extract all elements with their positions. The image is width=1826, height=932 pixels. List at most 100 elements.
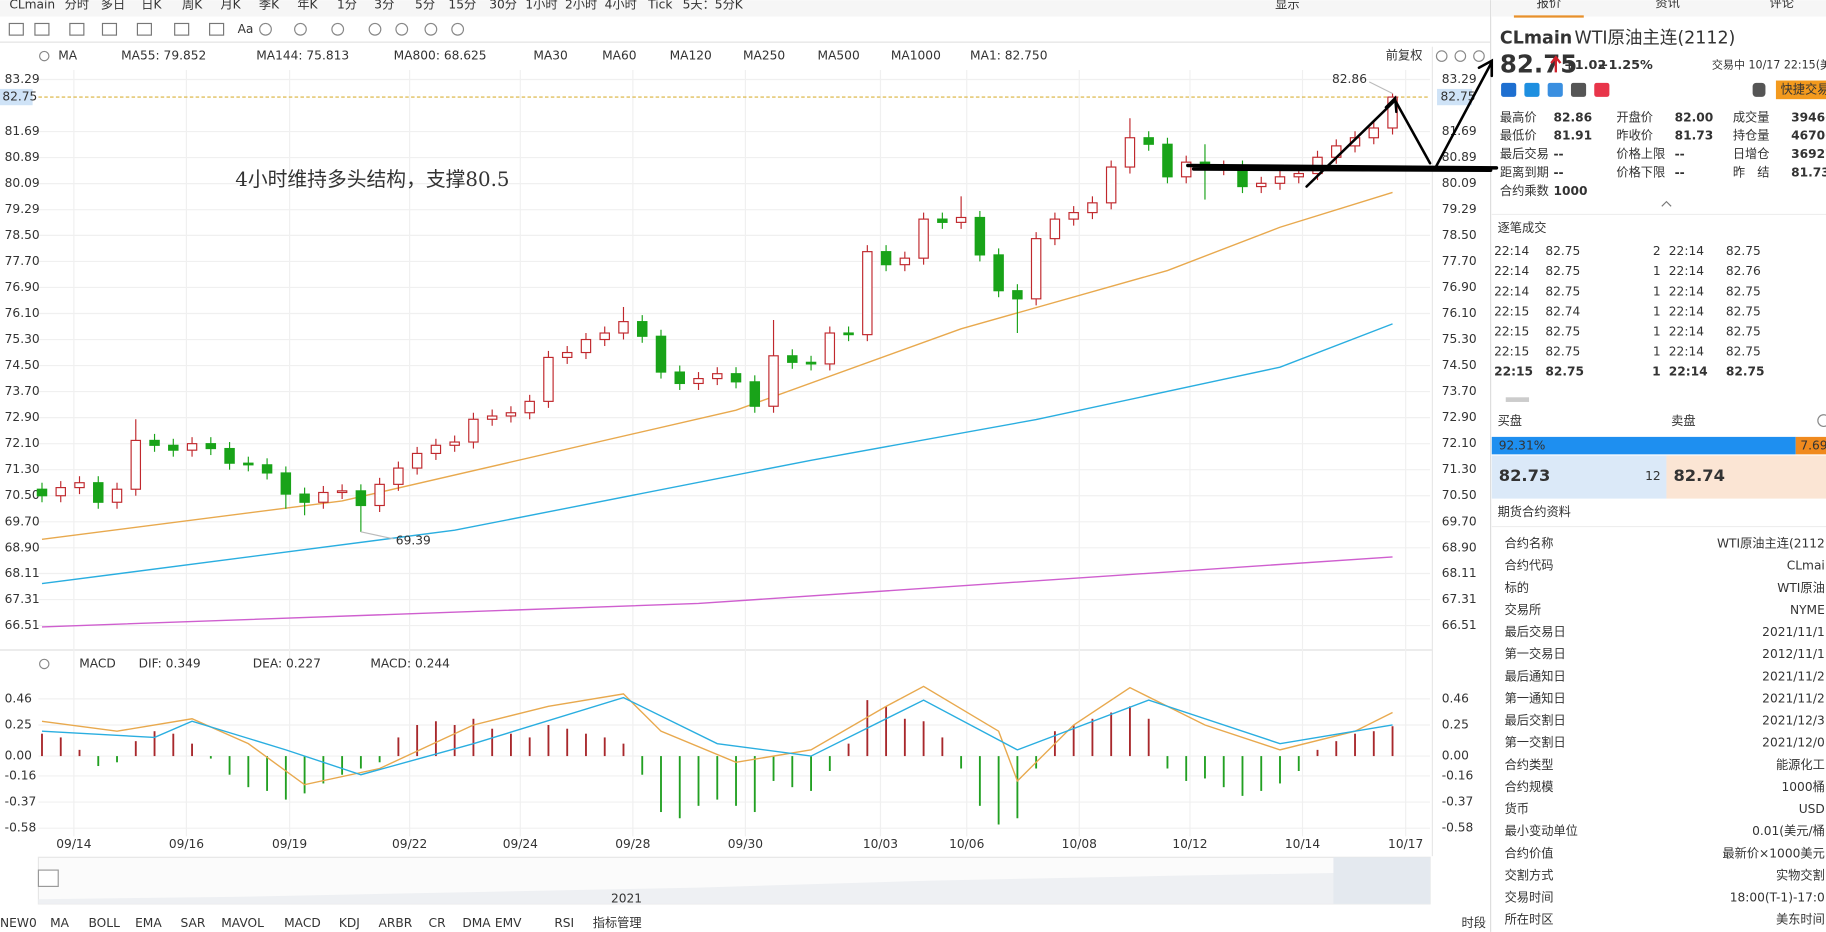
tool-icon [69,22,85,36]
indicator-tab[interactable]: NEW0 [0,916,37,930]
contract-value: USD [1799,802,1825,816]
indicator-tab[interactable]: 指标管理 [593,915,642,930]
panel-tab[interactable]: 资讯 [1655,0,1679,10]
y-tick-label: -0.37 [5,795,37,809]
book-label: 卖盘 [1671,413,1695,428]
period-tab[interactable]: 年K [297,0,318,11]
candle-body [712,373,723,380]
contract-label: 第一交易日 [1505,646,1566,661]
y-tick-label: -0.16 [1442,768,1474,782]
candle-body [599,332,610,341]
period-tab[interactable]: 月K [220,0,241,11]
indicator-name[interactable]: MA [58,49,78,63]
arrow-up [1433,58,1494,171]
period-tab[interactable]: 周K [182,0,203,11]
y-tick-label: 69.70 [5,514,40,528]
period-tab[interactable]: 3分 [374,0,394,11]
period-tab[interactable]: 30分 [489,0,517,11]
indicator-tab[interactable]: MACD [284,916,321,930]
contract-value: NYME [1790,603,1825,617]
y-tick-label: 74.50 [1442,358,1477,372]
stat-label: 持仓量 [1733,128,1770,143]
x-tick-label: 09/14 [56,837,91,851]
bid-price: 82.73 [1499,466,1551,485]
y-tick-label: 79.29 [1442,202,1477,216]
period-tab[interactable]: 1分 [337,0,357,11]
period-tab[interactable]: 4小时 [605,0,637,11]
contract-value: 18:00(T-1)-17:0 [1730,891,1825,905]
navigator-area [38,871,1431,904]
stat-value: 1000 [1553,184,1587,198]
legend-entry: MA144: 75.813 [256,49,349,63]
stat-label: 价格下限 [1616,165,1665,180]
panel-tab[interactable]: 评论 [1770,0,1794,10]
y-tick-label: -0.37 [1442,795,1474,809]
legend-entry: MA55: 79.852 [121,49,206,63]
candle-body [299,493,310,503]
period-tab[interactable]: 2小时 [565,0,597,11]
bid-pct: 92.31% [1499,439,1546,453]
y-tick-label: 72.90 [1442,410,1477,424]
tick-time: 22:15 [1494,344,1529,358]
stat-value: 81.73 [1791,166,1826,180]
period-tab[interactable]: 15分 [448,0,476,11]
candle-body [1143,137,1154,145]
contract-label: 交易所 [1505,602,1542,617]
indicator-tab[interactable]: ARBR [378,916,412,930]
candle-body [636,321,648,337]
indicator-tab[interactable]: KDJ [339,916,360,930]
period-tab[interactable]: Tick [647,0,673,11]
candle-body [111,488,123,503]
tool-icon [101,22,118,36]
indicator-tab[interactable]: DMA [462,916,491,930]
quick-trade-button[interactable]: 快捷交易 [1781,81,1826,96]
tool-icon [424,22,438,36]
x-tick-label: 10/08 [1062,837,1097,851]
period-tab[interactable]: 多日 [101,0,125,11]
period-tab[interactable]: 5分 [415,0,435,11]
indicator-tab[interactable]: EMV [495,916,522,930]
candle-body [693,377,704,385]
y-tick-label: 81.69 [1442,124,1477,138]
candle-body [787,355,798,363]
tick-time: 22:15 [1494,324,1529,338]
ask-pct: 7.69 [1800,439,1826,453]
stat-label: 昨 结 [1733,166,1770,180]
candle-body [1012,290,1023,300]
period-tab[interactable]: 日K [141,0,162,11]
x-tick-label: 09/30 [728,837,763,851]
info-icon [1817,414,1826,427]
stat-value: 81.73 [1675,129,1714,143]
tool-icon [451,22,465,36]
panel-tab[interactable]: 报价 [1537,0,1561,10]
adjust-button[interactable]: 前复权 [1386,48,1423,63]
symbol: CLmain [9,0,55,11]
navigator-handle [37,869,59,887]
period-tab[interactable]: 分时 [65,0,89,11]
indicator-tab[interactable]: EMA [135,916,162,930]
candle-body [1068,212,1079,220]
period-tab[interactable]: 季K [259,0,280,11]
tool-icon [8,22,24,36]
period-tab[interactable]: 5天：5分K [683,0,744,11]
indicator-tab[interactable]: MA [50,916,70,930]
candle-body [543,356,554,402]
period-tab[interactable]: 1小时 [525,0,557,11]
stat-value: 39466 [1791,110,1826,124]
tool-icon [368,22,382,36]
indicator-tab[interactable]: CR [429,916,447,930]
indicator-tab[interactable]: MAVOL [221,916,264,930]
x-tick-label: 10/17 [1388,837,1423,851]
indicator-tab[interactable]: BOLL [89,916,121,930]
tick-price: 82.75 [1726,284,1761,298]
stat-label: 最高价 [1500,109,1537,124]
candle-body [393,467,404,485]
candle-body [55,487,66,497]
stat-label: 昨收价 [1616,129,1653,143]
candle-body [280,472,292,495]
candle-body [318,491,329,503]
indicator-tab[interactable]: RSI [554,916,574,930]
stat-value: 82.86 [1553,110,1592,124]
indicator-tab[interactable]: SAR [181,916,206,930]
y-tick-label: 70.50 [1442,488,1477,502]
